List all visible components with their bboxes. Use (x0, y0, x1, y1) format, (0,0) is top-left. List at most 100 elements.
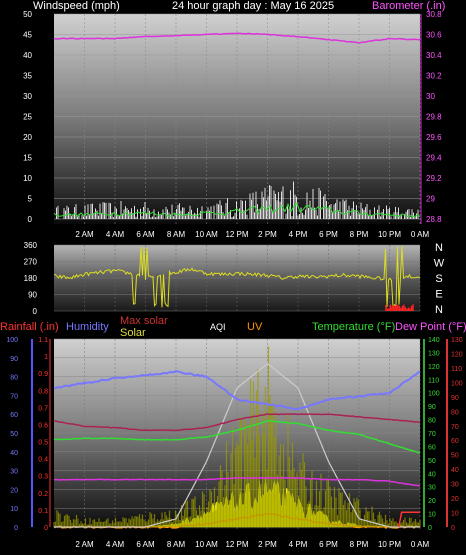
rainfall-tick-label: 70 (10, 393, 18, 400)
rainfall-tick-label: 80 (10, 375, 18, 382)
x-tick-label-top: 6 PM (319, 230, 338, 239)
barometer-tick-label: 29.4 (426, 154, 442, 163)
temperature-tick-label: 90 (428, 404, 436, 411)
windspeed-tick-label: 35 (23, 72, 32, 81)
dew-point-tick-label: 60 (451, 438, 459, 445)
x-tick-label-bottom: 0 AM (411, 540, 430, 549)
x-tick-label-bottom: 4 AM (106, 540, 125, 549)
rainfall-legend: Rainfall (.in) (0, 321, 59, 333)
aqi-legend: AQI (210, 322, 226, 332)
x-tick-label-top: 2 PM (258, 230, 277, 239)
windspeed-tick-label: 45 (23, 31, 32, 40)
barometer-tick-label: 30.4 (426, 51, 442, 60)
windspeed-tick-label: 40 (23, 51, 32, 60)
x-tick-label-top: 10 AM (195, 230, 218, 239)
humidity-tick-label: 0.4 (38, 457, 48, 464)
compass-label: W (434, 258, 445, 270)
dew-point-line (54, 413, 421, 432)
dew-point-tick-label: 40 (451, 467, 459, 474)
temperature-tick-label: 80 (428, 418, 436, 425)
x-tick-label-top: 0 AM (411, 230, 430, 239)
temperature-tick-label: 40 (428, 471, 436, 478)
humidity-tick-label: 0.1 (38, 508, 48, 515)
windspeed-tick-label: 30 (23, 92, 32, 101)
temperature-tick-label: 140 (428, 337, 440, 344)
rainfall-tick-label: 0 (14, 525, 18, 532)
wind-direction-tick-label: 270 (24, 258, 38, 267)
barometer-axis-label: Barometer (.in) (372, 0, 445, 12)
dew-point-tick-label: 0 (451, 525, 455, 532)
windspeed-tick-label: 50 (23, 10, 32, 19)
humidity-tick-label: 0.7 (38, 405, 48, 412)
barometer-tick-label: 30 (426, 92, 435, 101)
dew-point-tick-label: 10 (451, 511, 459, 518)
humidity-tick-label: 0.2 (38, 491, 48, 498)
x-tick-label-bottom: 12 PM (225, 540, 248, 549)
humidity-tick-label: 0.6 (38, 422, 48, 429)
wind-direction-tick-label: 90 (28, 291, 37, 300)
dew-point-tick-label: 120 (451, 351, 463, 358)
x-tick-label-bottom: 10 AM (195, 540, 218, 549)
dew-point-tick-label: 100 (451, 380, 463, 387)
x-tick-label-top: 2 AM (75, 230, 94, 239)
rainfall-tick-label: 30 (10, 469, 18, 476)
x-tick-label-bottom: 10 PM (378, 540, 401, 549)
compass-label: N (435, 304, 443, 316)
rainfall-tick-label: 60 (10, 412, 18, 419)
temperature-tick-label: 130 (428, 350, 440, 357)
temperature-legend: Temperature (°F) (312, 321, 395, 333)
windspeed-tick-label: 25 (23, 113, 32, 122)
rainfall-tick-label: 100 (6, 337, 18, 344)
windspeed-tick-label: 20 (23, 133, 32, 142)
rainfall-tick-label: 40 (10, 450, 18, 457)
windspeed-tick-label: 0 (28, 215, 33, 224)
compass-label: N (435, 242, 443, 254)
rainfall-tick-label: 20 (10, 487, 18, 494)
x-tick-label-bottom: 4 PM (289, 540, 308, 549)
temperature-tick-label: 10 (428, 512, 436, 519)
x-tick-label-bottom: 2 PM (258, 540, 277, 549)
barometer-tick-label: 28.8 (426, 215, 442, 224)
temperature-tick-label: 100 (428, 391, 440, 398)
wind-direction-tick-label: 0 (33, 307, 38, 316)
x-tick-label-top: 4 AM (106, 230, 125, 239)
compass-label: E (435, 289, 442, 301)
humidity-tick-label: 0.3 (38, 474, 48, 481)
barometer-line (53, 32, 421, 44)
humidity-tick-label: 0.8 (38, 388, 48, 395)
temperature-tick-label: 110 (428, 377, 439, 384)
temperature-line (53, 420, 421, 454)
x-tick-label-bottom: 8 PM (350, 540, 369, 549)
humidity-tick-label: 0 (44, 525, 48, 532)
dew-point-secondary-line (53, 476, 421, 487)
temperature-tick-label: 30 (428, 485, 436, 492)
barometer-tick-label: 30.6 (426, 31, 442, 40)
humidity-tick-label: 0.5 (38, 440, 48, 447)
x-tick-label-bottom: 6 AM (136, 540, 155, 549)
humidity-tick-label: 1 (44, 354, 48, 361)
windspeed-tick-label: 15 (23, 154, 32, 163)
x-tick-label-top: 12 PM (225, 230, 248, 239)
barometer-tick-label: 30.2 (426, 72, 442, 81)
dew-point-tick-label: 80 (451, 409, 459, 416)
barometer-tick-label: 30.8 (426, 10, 442, 19)
x-tick-label-top: 8 AM (167, 230, 186, 239)
max-solar-line (54, 363, 420, 528)
dew-point-tick-label: 130 (451, 337, 463, 344)
windspeed-tick-label: 10 (23, 174, 32, 183)
humidity-legend: Humidity (66, 321, 109, 333)
x-tick-label-bottom: 8 AM (167, 540, 186, 549)
dew-point-tick-label: 30 (451, 482, 459, 489)
barometer-tick-label: 29.8 (426, 113, 442, 122)
barometer-tick-label: 29.6 (426, 133, 442, 142)
x-tick-label-top: 10 PM (378, 230, 401, 239)
dew-point-tick-label: 20 (451, 496, 459, 503)
temperature-tick-label: 20 (428, 498, 436, 505)
chart-marks (53, 32, 421, 529)
wind-direction-line (53, 246, 421, 308)
dew-point-tick-label: 90 (451, 395, 459, 402)
solar-legend: Solar (120, 327, 146, 339)
windspeed-line (53, 202, 421, 218)
x-tick-label-bottom: 6 PM (319, 540, 338, 549)
x-tick-label-top: 8 PM (350, 230, 369, 239)
